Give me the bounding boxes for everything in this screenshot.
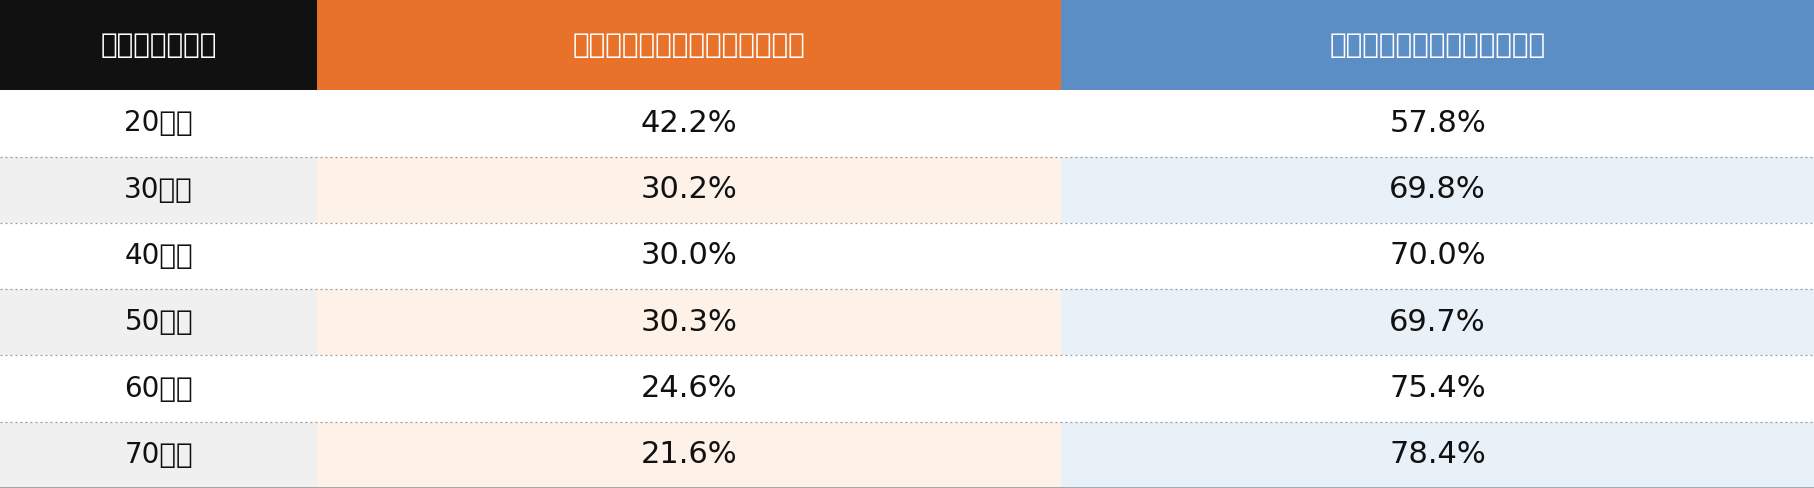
- Text: 75.4%: 75.4%: [1390, 374, 1486, 403]
- Bar: [1061, 223, 1814, 289]
- Bar: [1061, 157, 1814, 223]
- Bar: [317, 0, 1061, 90]
- Bar: [317, 355, 1061, 422]
- Bar: [1061, 422, 1814, 488]
- Text: 30.2%: 30.2%: [640, 175, 738, 204]
- Text: 20歳代: 20歳代: [125, 109, 192, 138]
- Bar: [0, 90, 317, 157]
- Text: 世帯主の年齢別: 世帯主の年齢別: [100, 31, 218, 59]
- Bar: [317, 157, 1061, 223]
- Bar: [0, 422, 317, 488]
- Text: 70.0%: 70.0%: [1390, 242, 1486, 270]
- Text: 30.3%: 30.3%: [640, 308, 738, 337]
- Text: 21.6%: 21.6%: [640, 440, 738, 469]
- Text: 78.4%: 78.4%: [1390, 440, 1486, 469]
- Bar: [1061, 0, 1814, 90]
- Text: 42.2%: 42.2%: [640, 109, 738, 138]
- Text: 30.0%: 30.0%: [640, 242, 738, 270]
- Text: 30歳代: 30歳代: [125, 176, 192, 203]
- Text: 金融資産を保有していない割合: 金融資産を保有していない割合: [573, 31, 805, 59]
- Bar: [0, 355, 317, 422]
- Text: 60歳代: 60歳代: [125, 375, 192, 403]
- Text: 40歳代: 40歳代: [125, 242, 192, 270]
- Text: 金融資産を保有している割合: 金融資産を保有している割合: [1330, 31, 1546, 59]
- Bar: [1061, 355, 1814, 422]
- Text: 69.7%: 69.7%: [1390, 308, 1486, 337]
- Bar: [317, 90, 1061, 157]
- Text: 69.8%: 69.8%: [1390, 175, 1486, 204]
- Bar: [1061, 289, 1814, 355]
- Text: 57.8%: 57.8%: [1390, 109, 1486, 138]
- Bar: [0, 157, 317, 223]
- Bar: [317, 223, 1061, 289]
- Bar: [0, 223, 317, 289]
- Bar: [0, 289, 317, 355]
- Bar: [317, 289, 1061, 355]
- Text: 70歳代: 70歳代: [125, 441, 192, 469]
- Text: 24.6%: 24.6%: [640, 374, 738, 403]
- Text: 50歳代: 50歳代: [125, 308, 192, 336]
- Bar: [1061, 90, 1814, 157]
- Bar: [0, 0, 317, 90]
- Bar: [317, 422, 1061, 488]
